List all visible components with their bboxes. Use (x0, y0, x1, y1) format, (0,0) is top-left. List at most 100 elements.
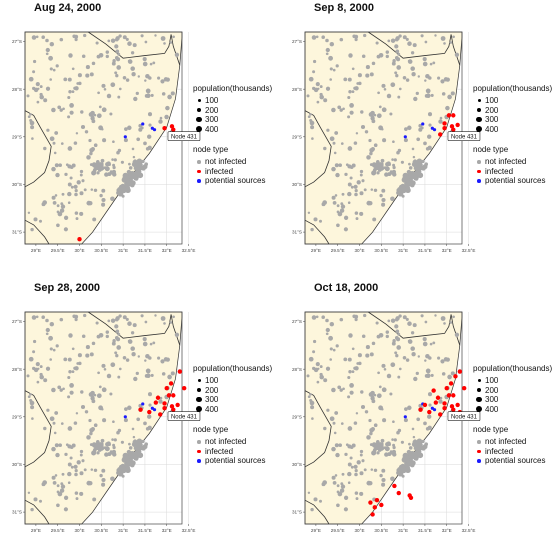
node-point (395, 316, 400, 321)
node-point (403, 418, 408, 423)
node-point (397, 95, 401, 99)
node-point (112, 140, 115, 144)
x-tick-label: 31°E (118, 528, 128, 533)
node-point (42, 480, 48, 485)
border-line (24, 499, 50, 525)
y-tick-label: 31°S (292, 510, 302, 515)
node-point (32, 339, 37, 344)
node-point (115, 316, 120, 321)
node-point (45, 38, 49, 43)
node-point (63, 215, 69, 220)
node-point (410, 331, 415, 335)
size-dot (196, 126, 202, 133)
node-point (83, 313, 87, 318)
node-point (170, 371, 175, 376)
node-point (52, 481, 57, 485)
node-point (347, 115, 351, 119)
node-point (350, 465, 354, 469)
node-point (90, 390, 95, 396)
node-point (400, 160, 404, 164)
node-point (165, 357, 170, 362)
node-point (375, 321, 379, 325)
land-area (24, 31, 183, 245)
node-point (59, 108, 63, 112)
legend-type-symbol (473, 440, 485, 444)
node-point (392, 445, 396, 450)
node-point (413, 96, 418, 102)
node-point (347, 481, 351, 484)
infected-point (451, 127, 456, 132)
node-point (447, 374, 452, 380)
node-point (69, 110, 74, 115)
legend-size-label: 400 (205, 404, 219, 414)
node-point (334, 194, 338, 197)
node-point (104, 452, 109, 457)
node-point (60, 204, 66, 209)
node-point (408, 442, 411, 446)
node-point (411, 454, 415, 458)
node-point (407, 59, 413, 64)
type-dot (197, 160, 201, 164)
x-tick-label: 29.5°E (51, 528, 65, 533)
node-point (131, 147, 135, 151)
node-point (396, 65, 402, 70)
node-point (416, 417, 421, 422)
node-point (146, 93, 151, 98)
x-tick-label: 31.5°E (418, 248, 432, 253)
node-point (349, 103, 354, 108)
node-point (127, 125, 132, 131)
node-point (366, 155, 371, 160)
node-point (67, 201, 71, 204)
size-dot (476, 397, 482, 403)
node-point (123, 138, 128, 143)
node-point (315, 82, 320, 87)
node-point (148, 123, 152, 127)
node-point (411, 174, 415, 178)
y-tick-label: 27°S (292, 319, 302, 324)
legend-size-row: 200 (193, 106, 272, 116)
node-point (343, 507, 348, 512)
node-point (382, 418, 387, 423)
node-point (374, 445, 379, 451)
node-point (91, 397, 94, 401)
node-point (59, 208, 65, 213)
x-tick-label: 29.5°E (331, 528, 345, 533)
node-point (396, 57, 401, 62)
node-point (387, 172, 392, 177)
node-point (420, 314, 424, 318)
node-point (415, 91, 419, 96)
node-point (75, 132, 79, 135)
border-line (87, 311, 172, 339)
infected-point (164, 386, 169, 391)
node-point (98, 105, 102, 109)
node-point (380, 158, 385, 163)
node-point (359, 453, 363, 457)
node-point (60, 142, 64, 145)
node-point (336, 484, 340, 488)
node-point (59, 488, 65, 493)
node-point (432, 341, 436, 345)
node-point (425, 88, 431, 94)
node-point (52, 68, 56, 72)
node-point (359, 211, 364, 216)
node-point (403, 176, 410, 182)
node-point (449, 321, 453, 324)
node-point (348, 370, 352, 374)
x-tick-label: 30°E (355, 528, 365, 533)
legend-type-title: node type (193, 425, 229, 434)
node-point (140, 314, 144, 318)
node-point (144, 359, 147, 362)
node-point (74, 192, 78, 197)
node-point (381, 482, 386, 487)
node-point (101, 477, 106, 483)
legend: population(thousands) 100 200 300 400 node ty… (473, 84, 552, 186)
node-point (368, 418, 372, 423)
node-point (381, 83, 386, 88)
y-tick-label: 28°S (292, 367, 302, 372)
size-dot (477, 379, 481, 383)
x-tick-label: 29°E (31, 528, 41, 533)
node-point (390, 318, 396, 323)
node-point (165, 105, 170, 111)
node-point (142, 57, 147, 62)
node-point (54, 474, 58, 477)
